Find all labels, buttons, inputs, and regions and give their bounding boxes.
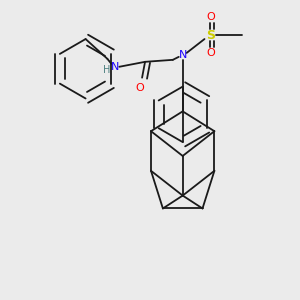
- Text: O: O: [206, 48, 215, 58]
- Text: O: O: [206, 12, 215, 22]
- Text: O: O: [136, 82, 145, 93]
- Text: H: H: [103, 65, 110, 75]
- Text: N: N: [178, 50, 187, 60]
- Text: S: S: [206, 28, 215, 42]
- Text: N: N: [111, 62, 119, 72]
